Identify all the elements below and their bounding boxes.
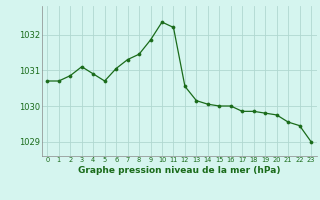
X-axis label: Graphe pression niveau de la mer (hPa): Graphe pression niveau de la mer (hPa) bbox=[78, 166, 280, 175]
